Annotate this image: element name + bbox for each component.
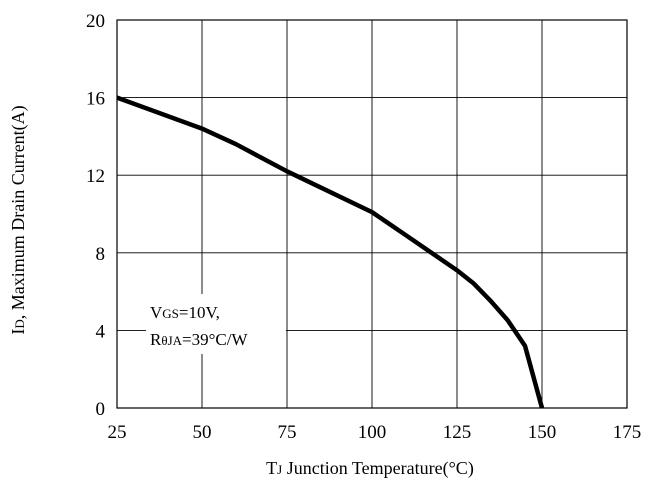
x-axis-title: TJ Junction Temperature(°C): [266, 458, 474, 479]
x-tick-label: 175: [613, 422, 642, 443]
x-tick-label: 75: [278, 422, 297, 443]
x-tick-label: 125: [443, 422, 472, 443]
y-tick-label: 4: [96, 321, 106, 342]
y-tick-label: 20: [86, 11, 105, 32]
x-tick-label: 50: [193, 422, 212, 443]
x-tick-label: 150: [528, 422, 557, 443]
y-axis-title: ID, Maximum Drain Current(A): [8, 105, 29, 334]
annotation-line-rtheta: RθJA=39°C/W: [150, 330, 248, 349]
x-tick-label: 25: [108, 422, 127, 443]
x-tick-label: 100: [358, 422, 387, 443]
annotation-line-vgs: VGS=10V,: [150, 303, 220, 322]
y-tick-label: 16: [86, 89, 105, 110]
y-tick-label: 0: [96, 399, 106, 420]
y-tick-label: 8: [96, 244, 106, 265]
y-tick-label: 12: [86, 166, 105, 187]
